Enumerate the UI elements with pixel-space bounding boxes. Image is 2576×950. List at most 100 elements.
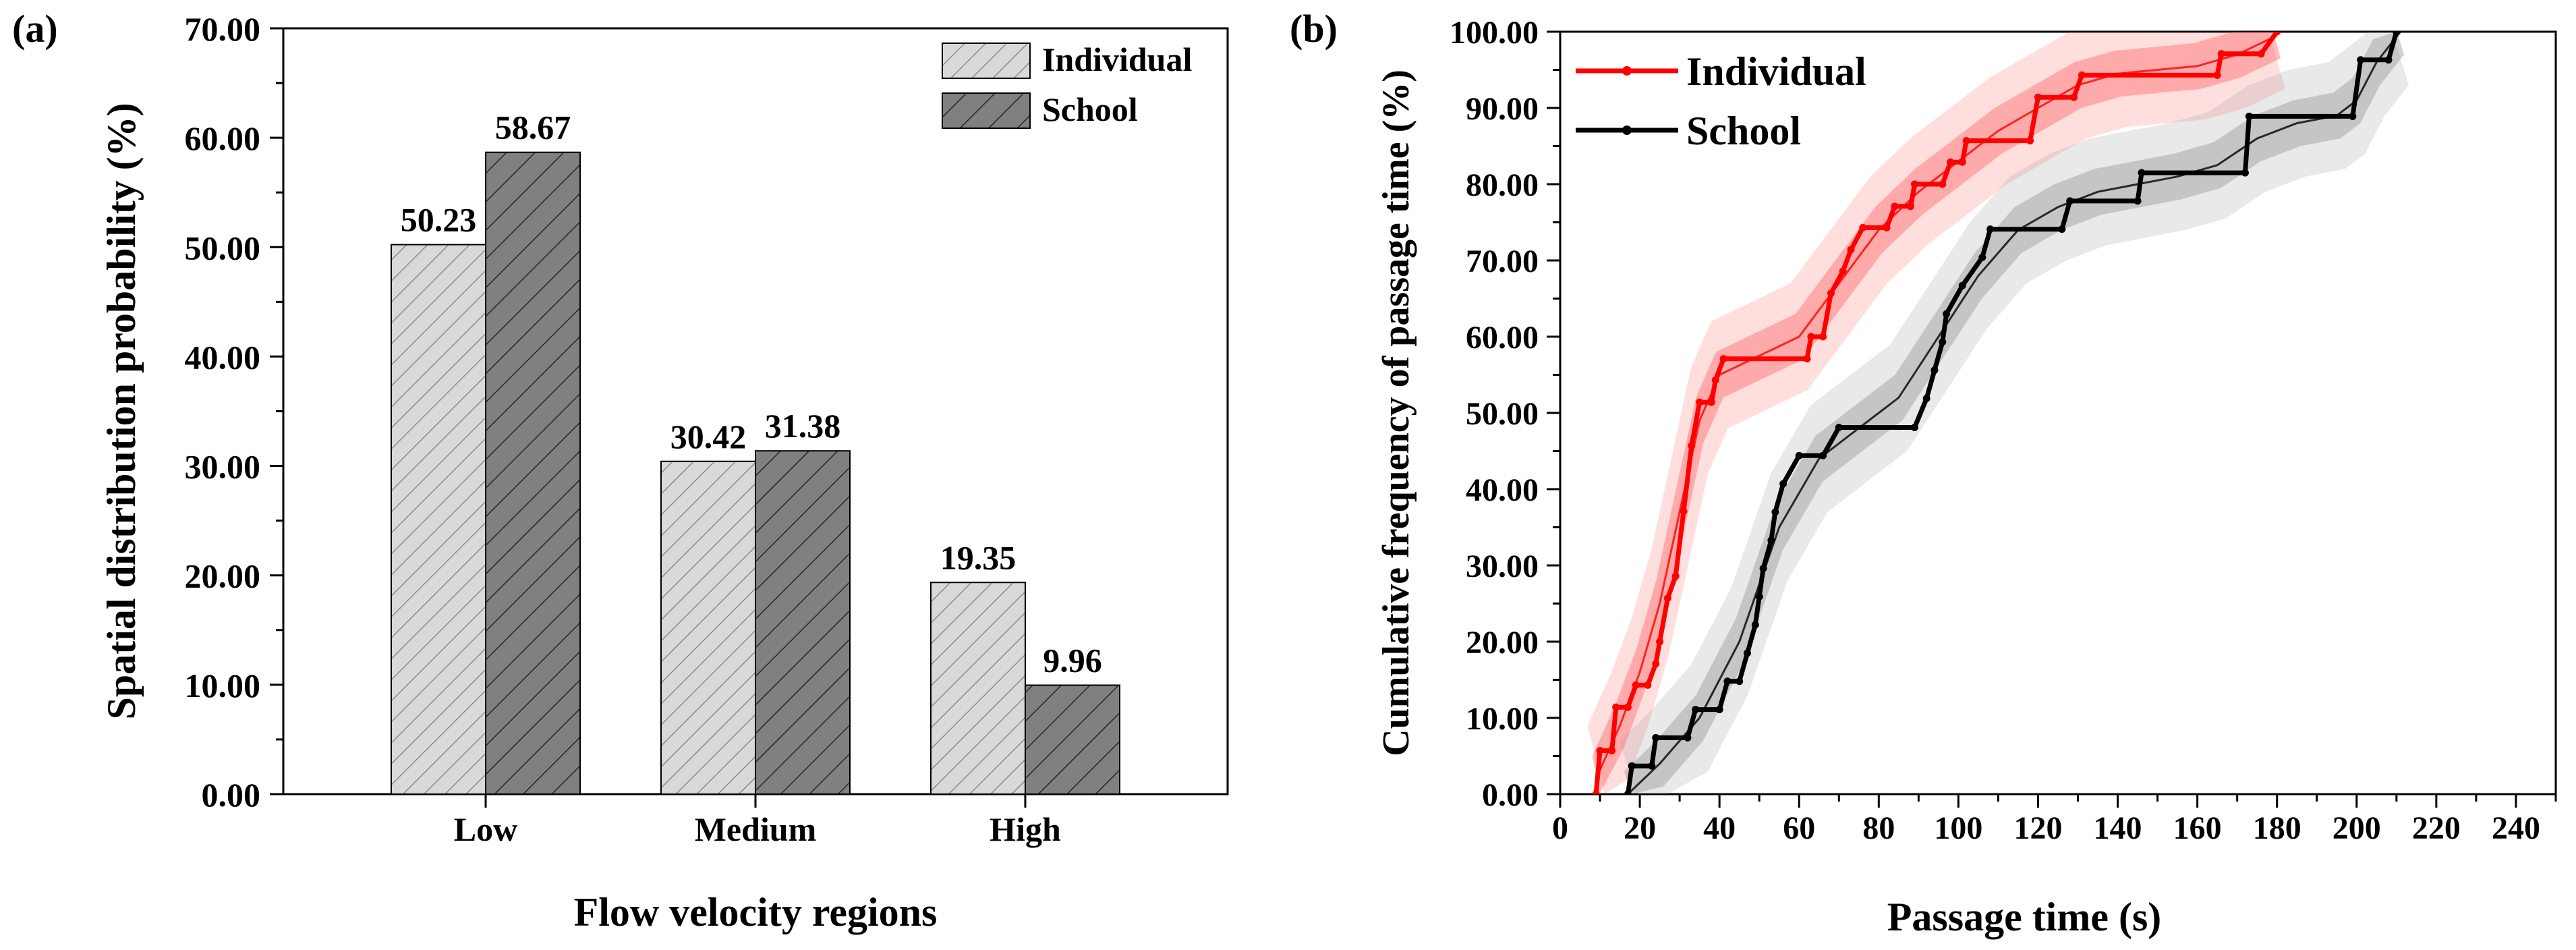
legend-label: Individual xyxy=(1686,49,1866,94)
data-point-school xyxy=(1743,649,1751,657)
panel-a: (a) 0.00 10.00 20.00 30.00 40.00 50.00 60.00 70… xyxy=(12,7,1229,934)
y-tick-label: 60.00 xyxy=(1466,320,1539,356)
data-point-school xyxy=(2134,197,2142,205)
y-axis-title: Spatial distribution probability (%) xyxy=(99,103,144,719)
data-point-individual xyxy=(1719,355,1727,363)
series-layer xyxy=(1587,32,2409,794)
data-point-school xyxy=(2241,169,2249,177)
data-point-school xyxy=(1652,733,1660,742)
data-point-school xyxy=(1736,677,1744,686)
data-point-individual xyxy=(1907,202,1915,211)
x-tick-label: 120 xyxy=(2013,810,2062,846)
data-point-school xyxy=(1648,762,1656,770)
data-point-school xyxy=(1835,423,1843,431)
bar-individual-low xyxy=(391,244,487,795)
y-tick-label: 100.00 xyxy=(1450,15,1539,51)
data-point-school xyxy=(1930,366,1939,374)
data-point-individual xyxy=(2078,71,2086,79)
y-tick-label: 0.00 xyxy=(202,776,261,814)
data-point-individual xyxy=(1696,398,1704,406)
y-tick-label: 70.00 xyxy=(185,10,261,48)
data-point-school xyxy=(1939,338,1947,346)
bar-individual-high xyxy=(929,582,1026,795)
data-point-individual xyxy=(1596,747,1604,755)
bar-value-label: 9.96 xyxy=(1043,642,1102,679)
data-point-individual xyxy=(1656,638,1664,646)
data-point-individual xyxy=(1680,507,1688,515)
legend: Individual School xyxy=(1576,49,1866,153)
data-point-individual xyxy=(1939,180,1947,188)
y-tick-label: 30.00 xyxy=(1466,549,1539,584)
data-point-school xyxy=(1628,762,1636,770)
data-point-school xyxy=(2357,56,2365,64)
data-point-individual xyxy=(2217,50,2225,58)
confidence-band-inner-school xyxy=(1624,32,2405,794)
data-point-individual xyxy=(2070,93,2078,101)
data-point-individual xyxy=(1612,703,1620,711)
data-point-school xyxy=(1692,706,1700,714)
data-point-individual xyxy=(1962,137,1970,145)
bar-value-label: 19.35 xyxy=(940,538,1017,576)
data-point-individual xyxy=(1859,223,1867,231)
y-tick-label: 90.00 xyxy=(1466,91,1539,127)
data-point-individual xyxy=(1711,376,1719,384)
y-tick-label: 20.00 xyxy=(185,557,261,595)
data-point-school xyxy=(2245,112,2253,120)
data-point-individual xyxy=(1644,681,1652,689)
data-point-school xyxy=(2384,56,2393,64)
legend-label: School xyxy=(1686,109,1801,153)
x-tick-label: 200 xyxy=(2332,810,2381,846)
x-tick-label: Medium xyxy=(695,810,817,848)
panel-a-label: (a) xyxy=(12,7,58,51)
bar-value-label: 50.23 xyxy=(401,201,477,239)
data-point-individual xyxy=(2026,137,2034,145)
legend-swatch-individual xyxy=(942,43,1031,79)
data-point-individual xyxy=(1671,572,1680,580)
legend-label: School xyxy=(1042,90,1138,128)
y-tick-label: 30.00 xyxy=(185,448,261,486)
x-tick-label: 160 xyxy=(2173,810,2222,846)
data-point-individual xyxy=(2034,93,2042,101)
x-tick-label: 40 xyxy=(1703,810,1736,846)
data-point-individual xyxy=(1663,594,1671,603)
data-point-school xyxy=(1958,281,1966,289)
data-point-individual xyxy=(1803,355,1811,363)
data-point-school xyxy=(1767,536,1775,544)
data-point-school xyxy=(1715,706,1723,714)
data-point-individual xyxy=(1652,660,1660,668)
data-point-school xyxy=(1771,508,1779,516)
bar-individual-medium xyxy=(660,460,756,795)
x-tick-label: High xyxy=(990,810,1061,848)
x-tick-label: 180 xyxy=(2253,810,2301,846)
data-point-school xyxy=(2393,32,2401,36)
data-point-school xyxy=(1943,310,1951,318)
data-point-individual xyxy=(1819,333,1827,341)
data-point-school xyxy=(1922,395,1930,403)
data-point-school xyxy=(1910,423,1918,431)
data-point-school xyxy=(1978,253,1986,261)
data-point-individual xyxy=(1910,180,1918,188)
legend-swatch-school xyxy=(942,92,1031,129)
data-point-school xyxy=(1795,451,1803,459)
data-point-school xyxy=(2138,169,2146,177)
y-tick-label: 10.00 xyxy=(1466,701,1539,737)
data-point-individual xyxy=(1707,398,1715,406)
data-point-school xyxy=(1684,733,1692,742)
y-tick-label: 50.00 xyxy=(1466,396,1539,432)
bar-school-medium xyxy=(755,450,851,795)
x-tick-label: 20 xyxy=(1624,810,1656,846)
data-point-school xyxy=(1819,451,1827,459)
data-point-individual xyxy=(1839,267,1847,275)
y-tick-label: 60.00 xyxy=(185,119,261,157)
data-point-individual xyxy=(1624,703,1632,711)
bar-value-label: 58.67 xyxy=(495,109,571,146)
x-tick-label: 140 xyxy=(2094,810,2142,846)
x-axis-title: Flow velocity regions xyxy=(574,890,938,934)
y-axis-title: Cumulative frequency of passage time (%) xyxy=(1375,69,1417,756)
data-point-individual xyxy=(1632,681,1640,689)
x-axis-title: Passage time (s) xyxy=(1887,895,2162,939)
bar-value-label: 30.42 xyxy=(670,418,747,455)
bar-school-high xyxy=(1024,684,1120,795)
legend-marker xyxy=(1622,66,1632,76)
